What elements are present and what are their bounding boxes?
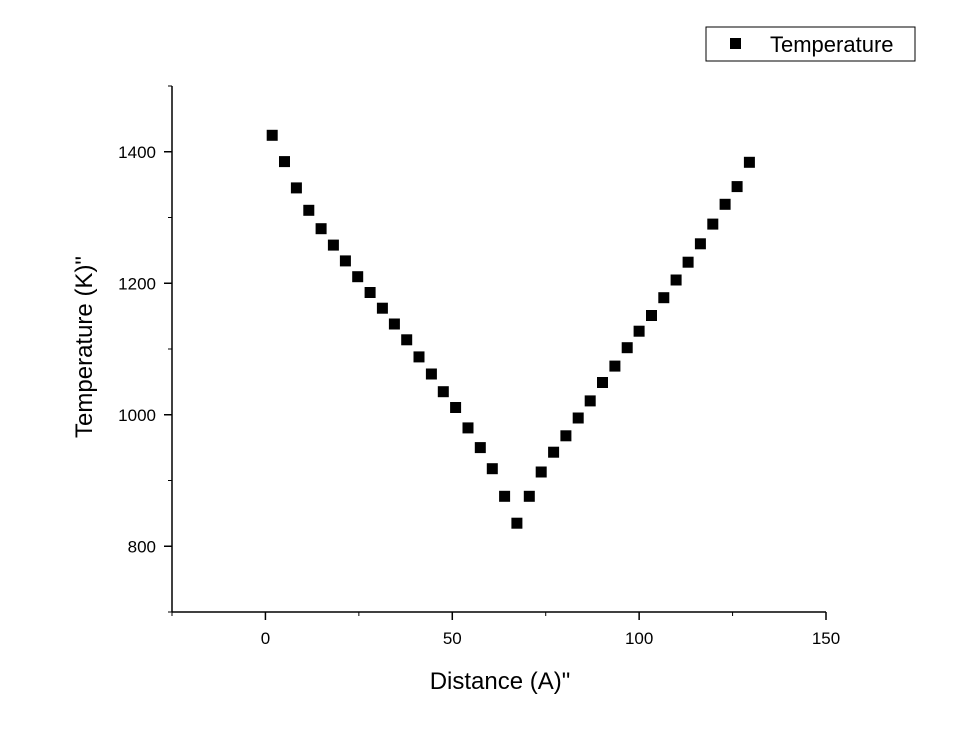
- data-point: [682, 256, 694, 268]
- data-point: [303, 204, 315, 216]
- data-point: [548, 446, 560, 458]
- data-point: [707, 218, 719, 230]
- y-tick-label: 1000: [118, 406, 156, 425]
- data-point: [621, 342, 633, 354]
- x-tick-label: 50: [443, 629, 462, 648]
- legend-label: Temperature: [770, 32, 894, 57]
- x-axis-title: Distance (A)": [430, 668, 571, 695]
- data-point: [719, 198, 731, 210]
- data-point: [597, 377, 608, 388]
- data-point: [584, 395, 596, 407]
- data-point: [425, 368, 437, 380]
- y-tick-label: 800: [128, 537, 156, 556]
- data-point: [633, 325, 645, 337]
- data-point: [731, 181, 743, 193]
- data-point: [560, 430, 572, 442]
- data-point: [401, 334, 413, 346]
- data-point: [413, 351, 425, 363]
- data-point: [743, 156, 755, 168]
- data-point: [339, 255, 351, 267]
- x-tick-label: 100: [625, 629, 653, 648]
- data-point: [352, 271, 364, 283]
- data-point: [646, 310, 657, 321]
- data-point: [290, 182, 302, 194]
- data-point: [658, 292, 670, 304]
- data-point: [462, 422, 474, 434]
- data-point: [315, 223, 327, 235]
- ticks: 0 50 100 150 800 1000 1200 1400: [118, 85, 840, 648]
- data-point: [474, 442, 486, 454]
- data-point: [486, 463, 498, 475]
- data-point: [266, 129, 278, 141]
- legend: Temperature: [705, 26, 916, 62]
- legend-marker: [730, 38, 741, 49]
- data-point: [499, 490, 511, 502]
- data-point: [670, 274, 682, 286]
- data-point: [279, 156, 290, 168]
- data-point: [388, 318, 400, 330]
- data-points: [266, 129, 755, 529]
- y-axis-title: Temperature (K)": [71, 256, 98, 438]
- data-point: [523, 490, 535, 502]
- data-point: [450, 402, 462, 413]
- y-tick-label: 1400: [118, 143, 156, 162]
- data-point: [327, 239, 339, 251]
- data-point: [364, 287, 376, 298]
- axes: [171, 86, 826, 613]
- data-point: [609, 360, 621, 372]
- y-tick-label: 1200: [118, 274, 156, 293]
- data-point: [511, 517, 523, 529]
- data-point: [694, 238, 706, 250]
- data-point: [535, 466, 547, 478]
- data-point: [437, 386, 449, 398]
- data-point: [376, 302, 388, 314]
- x-tick-label: 150: [812, 629, 840, 648]
- x-tick-label: 0: [261, 629, 270, 648]
- data-point: [572, 412, 584, 424]
